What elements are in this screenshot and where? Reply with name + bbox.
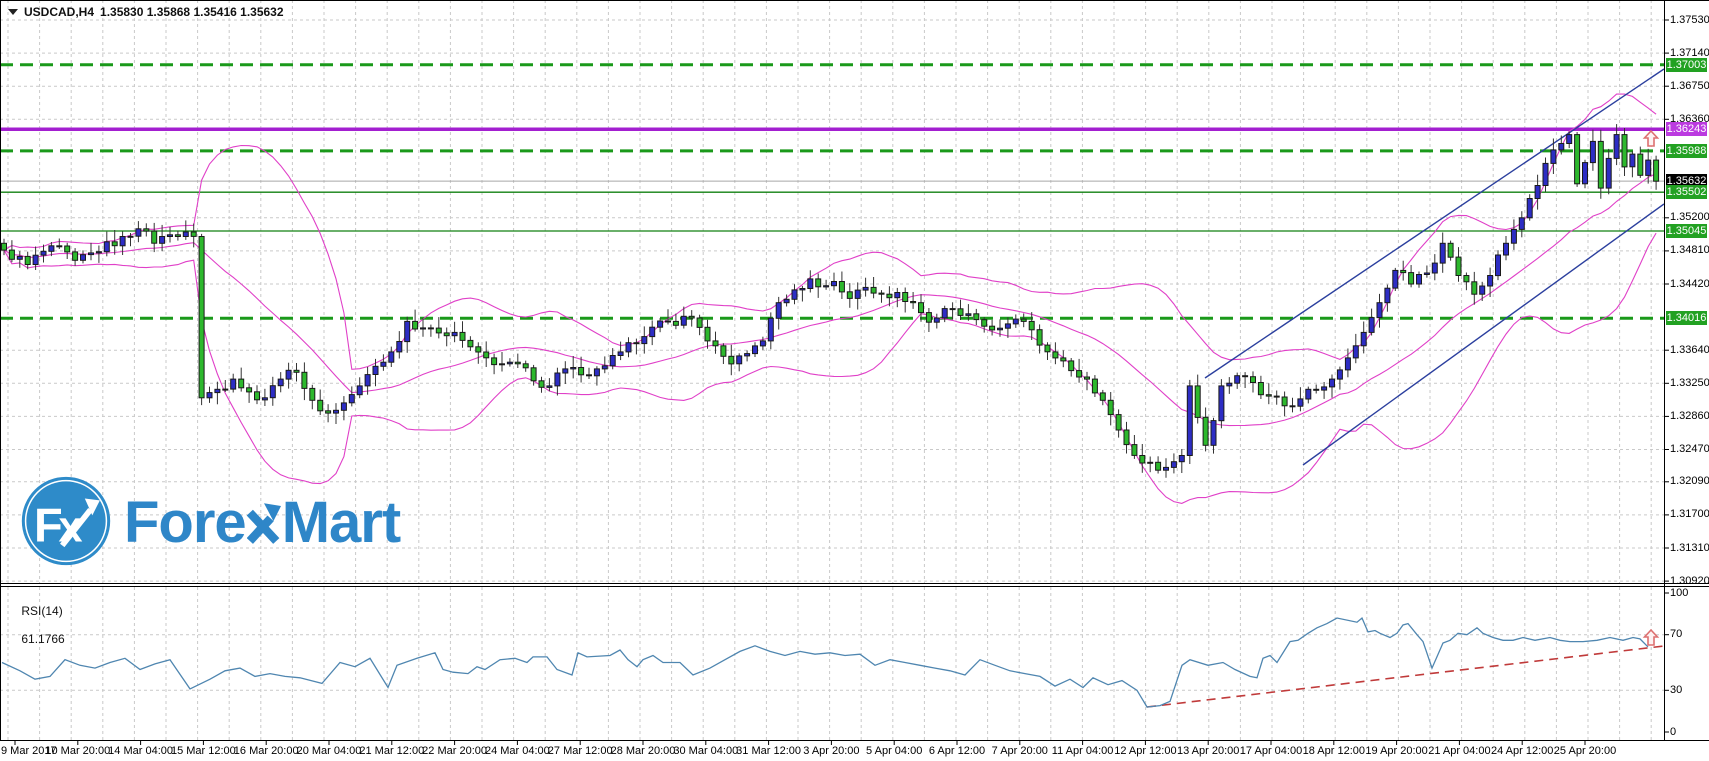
level-price-badge: 1.36243 [1666,122,1707,137]
rsi-indicator-label: RSI(14) 61.1766 [8,590,65,660]
time-axis-label: 7 Apr 20:00 [991,745,1048,757]
time-axis-label: 6 Apr 12:00 [928,745,986,757]
time-axis-label: 21 Apr 04:00 [1428,745,1491,757]
rsi-axis-label: 70 [1670,628,1683,641]
time-axis-label: 3 Apr 20:00 [803,745,860,757]
time-axis-label: 13 Apr 20:00 [1176,745,1240,757]
time-axis-label: 10 Mar 20:00 [45,745,111,757]
price-axis-label: 1.33640 [1670,343,1709,356]
rsi-value: 61.1766 [21,632,65,646]
time-axis-label: 21 Mar 12:00 [359,745,425,757]
time-axis-label: 11 Apr 04:00 [1051,745,1114,757]
price-axis-label: 1.35200 [1670,211,1709,224]
price-axis-label: 1.34420 [1670,277,1709,290]
rsi-axis-label: 30 [1670,683,1683,696]
ohlc-quote-label: 1.35830 1.35868 1.35416 1.35632 [100,5,284,19]
symbol-dropdown-icon[interactable] [8,9,18,15]
price-axis-label: 1.31700 [1670,508,1709,521]
time-axis-label: 25 Apr 20:00 [1553,745,1617,757]
time-axis-label: 31 Mar 12:00 [736,745,802,757]
time-axis-label: 24 Mar 04:00 [484,745,550,757]
price-axis-label: 1.37530 [1670,13,1709,26]
price-axis-label: 1.32860 [1670,409,1709,422]
time-axis-label: 22 Mar 20:00 [422,745,488,757]
time-axis-label: 27 Mar 12:00 [547,745,613,757]
current-price-badge: 1.35632 [1666,174,1707,189]
time-axis-label: 30 Mar 04:00 [673,745,739,757]
time-axis-label: 15 Mar 12:00 [170,745,236,757]
rsi-axis-label: 100 [1670,586,1689,599]
price-axis-label: 1.34810 [1670,244,1709,257]
level-price-badge: 1.37003 [1666,57,1707,72]
level-price-badge: 1.34016 [1666,311,1707,326]
price-axis-label: 1.36750 [1670,79,1709,92]
price-axis-label: 1.30920 [1670,574,1709,587]
price-axis-label: 1.31310 [1670,541,1709,554]
price-axis-label: 1.37140 [1670,46,1709,59]
level-price-badge: 1.35045 [1666,223,1707,238]
time-axis-label: 24 Apr 12:00 [1490,745,1554,757]
time-axis-label: 18 Apr 12:00 [1302,745,1365,757]
time-axis-label: 14 Mar 04:00 [108,745,174,757]
time-axis-label: 28 Mar 20:00 [610,745,676,757]
chart-title: USDCAD,H4 1.35830 1.35868 1.35416 1.3563… [8,5,284,19]
time-axis-label: 17 Apr 04:00 [1239,745,1303,757]
time-axis-label: 9 Mar 2017 [1,745,57,757]
price-axis-label: 1.33250 [1670,376,1709,389]
time-axis-label: 20 Mar 04:00 [296,745,362,757]
time-axis-label: 5 Apr 04:00 [866,745,923,757]
level-price-badge: 1.35502 [1666,185,1707,200]
symbol-period-label: USDCAD,H4 [24,5,95,19]
time-axis-label: 19 Apr 20:00 [1365,745,1428,757]
time-axis-label: 12 Apr 12:00 [1114,745,1177,757]
price-axis-label: 1.32470 [1670,443,1709,456]
rsi-name: RSI(14) [21,604,63,618]
price-axis-label: 1.36360 [1670,112,1709,125]
level-price-badge: 1.35988 [1666,143,1707,158]
time-axis-label: 16 Mar 20:00 [233,745,299,757]
rsi-axis-label: 0 [1670,725,1677,738]
price-axis-label: 1.32090 [1670,475,1709,488]
